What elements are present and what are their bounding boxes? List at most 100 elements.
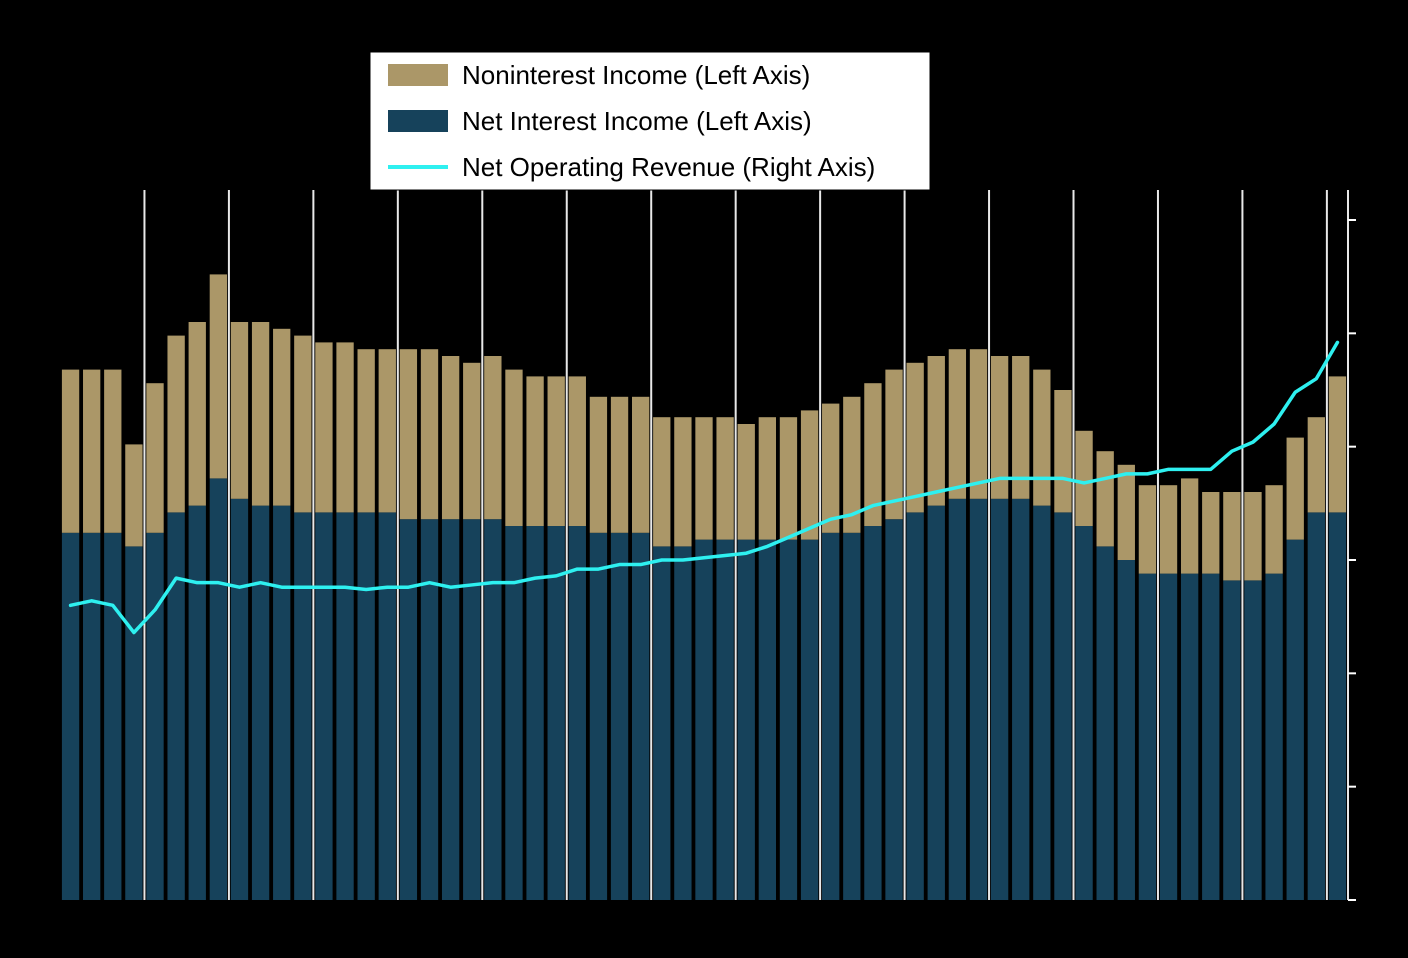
bar-noninterest: [210, 274, 227, 478]
bar-noninterest: [548, 376, 565, 526]
bar-noninterest: [569, 376, 586, 526]
bar-net-interest: [801, 540, 818, 900]
bar-net-interest: [146, 533, 163, 900]
bar-noninterest: [695, 417, 712, 539]
bar-net-interest: [843, 533, 860, 900]
bar-net-interest: [1287, 540, 1304, 900]
bar-noninterest: [146, 383, 163, 533]
bar-noninterest: [716, 417, 733, 539]
bar-noninterest: [421, 349, 438, 519]
bar-noninterest: [611, 397, 628, 533]
bar-noninterest: [1223, 492, 1240, 580]
bar-noninterest: [1265, 485, 1282, 573]
bar-net-interest: [1075, 526, 1092, 900]
chart-container: Noninterest Income (Left Axis) Net Intere…: [40, 40, 1368, 918]
bar-noninterest: [759, 417, 776, 539]
bar-noninterest: [505, 370, 522, 526]
bar-net-interest: [526, 526, 543, 900]
bar-net-interest: [716, 540, 733, 900]
bar-noninterest: [62, 370, 79, 533]
bar-noninterest: [167, 336, 184, 513]
bar-net-interest: [104, 533, 121, 900]
bar-net-interest: [125, 546, 142, 900]
bar-noninterest: [1308, 417, 1325, 512]
bar-net-interest: [611, 533, 628, 900]
bar-noninterest: [336, 342, 353, 512]
bar-net-interest: [674, 546, 691, 900]
bar-net-interest: [1139, 574, 1156, 900]
bar-net-interest: [1244, 580, 1261, 900]
bar-noninterest: [252, 322, 269, 506]
bar-net-interest: [315, 512, 332, 900]
bar-noninterest: [928, 356, 945, 506]
bar-net-interest: [1054, 512, 1071, 900]
bar-net-interest: [738, 540, 755, 900]
bar-noninterest: [590, 397, 607, 533]
bar-noninterest: [294, 336, 311, 513]
bar-net-interest: [780, 540, 797, 900]
bar-noninterest: [125, 444, 142, 546]
bar-net-interest: [1118, 560, 1135, 900]
bar-noninterest: [1118, 465, 1135, 560]
bar-noninterest: [484, 356, 501, 519]
bar-net-interest: [1033, 506, 1050, 900]
bar-net-interest: [1329, 512, 1346, 900]
bar-noninterest: [632, 397, 649, 533]
bar-net-interest: [1012, 499, 1029, 900]
bar-net-interest: [759, 540, 776, 900]
bar-net-interest: [189, 506, 206, 900]
bar-noninterest: [885, 370, 902, 520]
bar-net-interest: [210, 478, 227, 900]
bar-net-interest: [336, 512, 353, 900]
bar-net-interest: [653, 546, 670, 900]
bar-net-interest: [991, 499, 1008, 900]
bar-net-interest: [822, 533, 839, 900]
bar-net-interest: [906, 512, 923, 900]
bar-noninterest: [104, 370, 121, 533]
bar-net-interest: [970, 499, 987, 900]
bar-noninterest: [1329, 376, 1346, 512]
bar-net-interest: [1160, 574, 1177, 900]
bar-noninterest: [674, 417, 691, 546]
bar-noninterest: [315, 342, 332, 512]
bar-noninterest: [1202, 492, 1219, 574]
bar-net-interest: [864, 526, 881, 900]
bar-noninterest: [1139, 485, 1156, 573]
bar-noninterest: [970, 349, 987, 499]
bar-net-interest: [421, 519, 438, 900]
bar-net-interest: [569, 526, 586, 900]
bar-noninterest: [273, 329, 290, 506]
bar-noninterest: [1181, 478, 1198, 573]
legend-label: Noninterest Income (Left Axis): [462, 60, 810, 90]
bar-noninterest: [400, 349, 417, 519]
bar-net-interest: [167, 512, 184, 900]
bar-net-interest: [379, 512, 396, 900]
bar-net-interest: [83, 533, 100, 900]
bar-noninterest: [822, 404, 839, 533]
bar-net-interest: [695, 540, 712, 900]
bar-net-interest: [231, 499, 248, 900]
bar-noninterest: [780, 417, 797, 539]
bar-noninterest: [189, 322, 206, 506]
bar-noninterest: [1075, 431, 1092, 526]
bar-net-interest: [1202, 574, 1219, 900]
legend-label: Net Interest Income (Left Axis): [462, 106, 812, 136]
bar-net-interest: [252, 506, 269, 900]
bar-noninterest: [231, 322, 248, 499]
bar-noninterest: [442, 356, 459, 519]
legend-swatch: [388, 110, 448, 132]
bar-noninterest: [1160, 485, 1177, 573]
bar-noninterest: [358, 349, 375, 512]
bar-net-interest: [62, 533, 79, 900]
legend: Noninterest Income (Left Axis) Net Intere…: [370, 52, 930, 190]
chart-svg: Noninterest Income (Left Axis) Net Intere…: [40, 40, 1368, 918]
bar-net-interest: [949, 499, 966, 900]
bar-net-interest: [1308, 512, 1325, 900]
bar-noninterest: [801, 410, 818, 539]
bar-net-interest: [400, 519, 417, 900]
legend-swatch: [388, 64, 448, 86]
bar-noninterest: [1033, 370, 1050, 506]
bar-noninterest: [379, 349, 396, 512]
legend-label: Net Operating Revenue (Right Axis): [462, 152, 875, 182]
bar-net-interest: [358, 512, 375, 900]
